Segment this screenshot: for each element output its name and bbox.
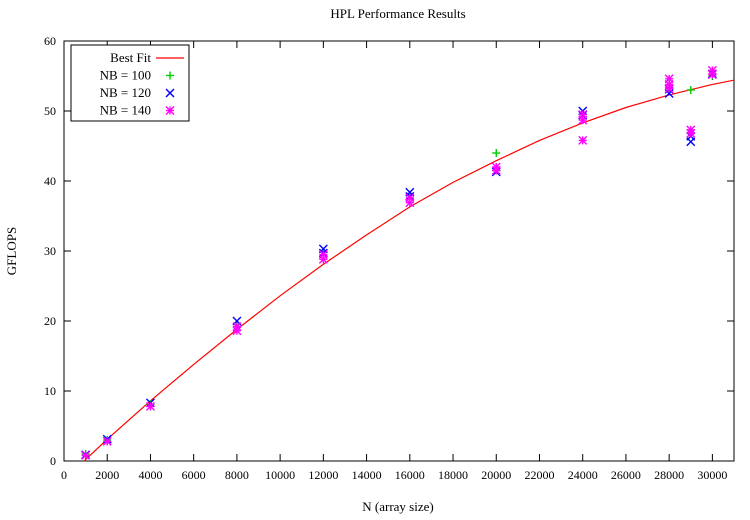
x-tick-label: 20000 xyxy=(481,468,511,482)
x-tick-label: 16000 xyxy=(395,468,425,482)
chart-title: HPL Performance Results xyxy=(330,6,465,21)
data-point-series-3 xyxy=(145,401,155,411)
data-point-series-1 xyxy=(492,149,501,157)
x-tick-label: 22000 xyxy=(524,468,554,482)
x-tick-label: 24000 xyxy=(568,468,598,482)
legend-swatch-marker xyxy=(166,71,174,80)
x-tick-label: 12000 xyxy=(308,468,338,482)
legend-label: NB = 140 xyxy=(100,103,151,118)
x-tick-label: 14000 xyxy=(352,468,382,482)
y-tick-label: 0 xyxy=(50,454,56,468)
y-tick-label: 40 xyxy=(44,174,56,188)
data-point-series-3 xyxy=(491,166,501,175)
y-tick-label: 60 xyxy=(44,34,56,48)
x-tick-label: 28000 xyxy=(654,468,684,482)
x-tick-label: 26000 xyxy=(611,468,641,482)
legend-swatch-marker xyxy=(165,88,175,98)
data-point-series-3 xyxy=(232,326,242,336)
x-tick-label: 30000 xyxy=(697,468,727,482)
data-point-series-3 xyxy=(102,436,112,446)
data-point-series-3 xyxy=(707,65,717,75)
data-point-series-3 xyxy=(405,198,415,208)
x-tick-label: 0 xyxy=(61,468,67,482)
legend-label: Best Fit xyxy=(110,50,151,65)
y-tick-label: 10 xyxy=(44,384,56,398)
x-axis-title: N (array size) xyxy=(362,499,433,514)
x-tick-label: 2000 xyxy=(95,468,119,482)
y-tick-label: 30 xyxy=(44,244,56,258)
y-axis-title: GFLOPS xyxy=(4,227,19,275)
best-fit-line xyxy=(83,79,734,461)
x-tick-label: 18000 xyxy=(438,468,468,482)
plot-layer: 0 2000 4000 6000 8000 10000 12000 14000 16000 180… xyxy=(44,34,735,482)
data-point-series-2 xyxy=(686,137,696,147)
legend-swatch-marker xyxy=(165,106,175,115)
x-tick-label: 4000 xyxy=(138,468,162,482)
legend-label: NB = 120 xyxy=(100,85,151,100)
y-tick-label: 20 xyxy=(44,314,56,328)
x-tick-label: 10000 xyxy=(265,468,295,482)
data-point-series-3 xyxy=(578,135,588,145)
data-point-series-3 xyxy=(578,115,588,125)
legend-label: NB = 100 xyxy=(100,68,151,83)
data-point-series-1 xyxy=(686,86,695,94)
data-point-series-3 xyxy=(664,84,674,94)
data-point-series-3 xyxy=(686,128,696,138)
data-point-series-3 xyxy=(707,70,717,80)
x-tick-label: 6000 xyxy=(182,468,206,482)
data-point-series-3 xyxy=(81,450,91,460)
y-tick-label: 50 xyxy=(44,104,56,118)
data-point-series-3 xyxy=(318,254,328,264)
x-tick-label: 8000 xyxy=(225,468,249,482)
